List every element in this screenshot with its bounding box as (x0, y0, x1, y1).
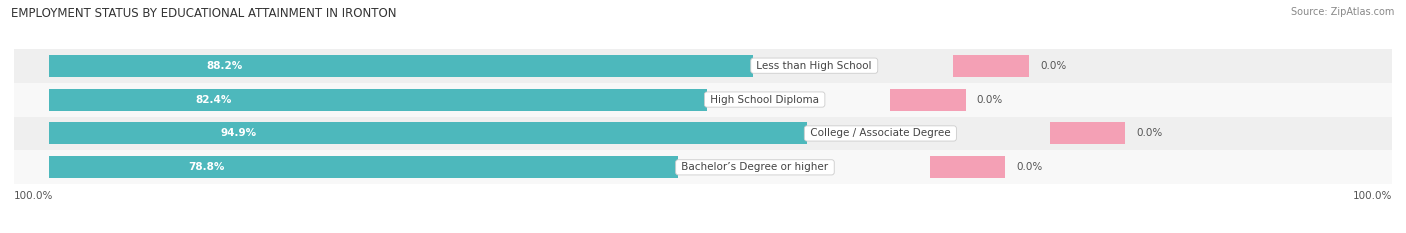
Bar (14, 83, 1392, 116)
Text: High School Diploma: High School Diploma (707, 95, 823, 105)
Text: 82.4%: 82.4% (195, 95, 232, 105)
Bar (48, 122, 807, 144)
Text: 0.0%: 0.0% (977, 95, 1002, 105)
Text: 0.0%: 0.0% (1136, 128, 1163, 138)
Text: Source: ZipAtlas.com: Source: ZipAtlas.com (1291, 7, 1395, 17)
Bar (953, 55, 1029, 77)
Text: College / Associate Degree: College / Associate Degree (807, 128, 953, 138)
Bar (14, 116, 1392, 150)
Text: 100.0%: 100.0% (14, 191, 53, 201)
Text: EMPLOYMENT STATUS BY EDUCATIONAL ATTAINMENT IN IRONTON: EMPLOYMENT STATUS BY EDUCATIONAL ATTAINM… (11, 7, 396, 20)
Bar (48, 55, 754, 77)
Text: 94.9%: 94.9% (221, 128, 256, 138)
Text: Less than High School: Less than High School (754, 61, 875, 71)
Text: 0.0%: 0.0% (1017, 162, 1043, 172)
Bar (890, 89, 966, 111)
Text: 100.0%: 100.0% (1353, 191, 1392, 201)
Text: Bachelor’s Degree or higher: Bachelor’s Degree or higher (678, 162, 831, 172)
Bar (929, 156, 1005, 178)
Bar (1050, 122, 1125, 144)
Bar (48, 89, 707, 111)
Text: 78.8%: 78.8% (188, 162, 224, 172)
Bar (48, 156, 678, 178)
Bar (14, 49, 1392, 83)
Text: 0.0%: 0.0% (1040, 61, 1067, 71)
Bar (14, 150, 1392, 184)
Text: 88.2%: 88.2% (207, 61, 243, 71)
